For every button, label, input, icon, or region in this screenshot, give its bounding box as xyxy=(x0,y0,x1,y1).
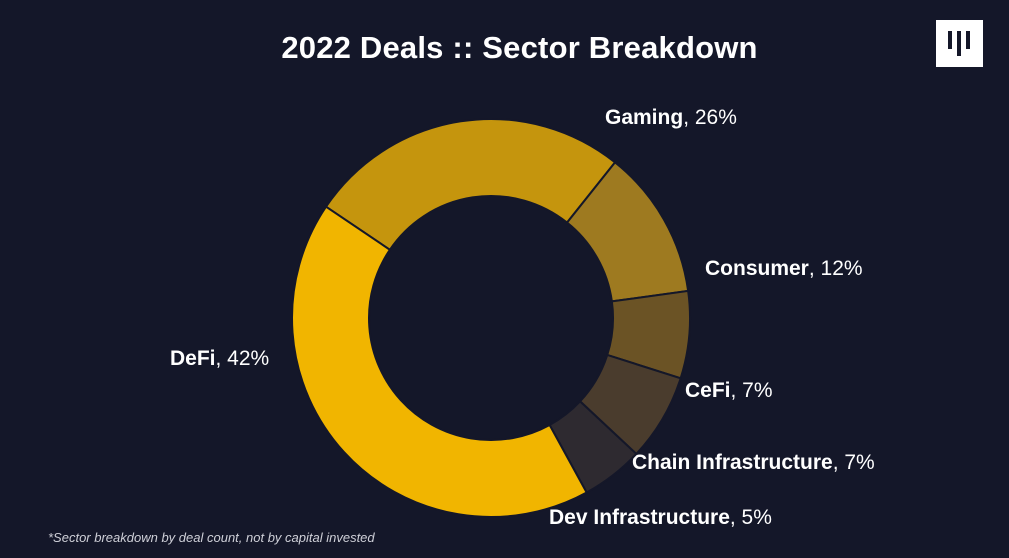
columns-logo-icon xyxy=(936,20,983,67)
slice-label-gaming: Gaming, 26% xyxy=(605,106,737,129)
slice-label-cefi: CeFi, 7% xyxy=(685,379,773,402)
footnote: *Sector breakdown by deal count, not by … xyxy=(48,530,375,545)
slice-defi xyxy=(291,205,589,518)
slice-gaming xyxy=(324,118,617,252)
slice-label-defi: DeFi, 42% xyxy=(170,347,269,370)
slice-label-consumer: Consumer, 12% xyxy=(705,257,863,280)
chart-title: 2022 Deals :: Sector Breakdown xyxy=(281,30,758,65)
slice-label-chain-infrastructure: Chain Infrastructure, 7% xyxy=(632,451,875,474)
slice-label-dev-infrastructure: Dev Infrastructure, 5% xyxy=(549,506,772,529)
